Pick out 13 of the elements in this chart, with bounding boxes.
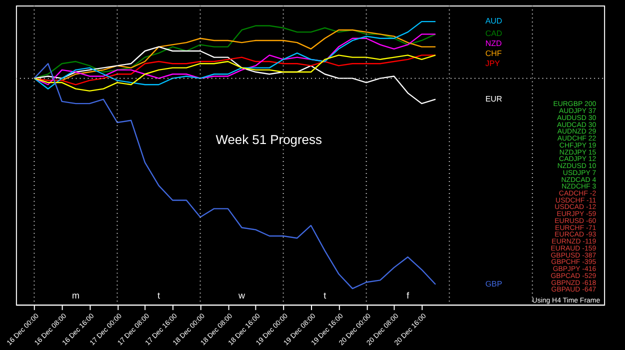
text: t <box>324 290 327 301</box>
text: AUD <box>485 16 502 26</box>
text: f <box>406 290 410 301</box>
text: EUR <box>485 94 502 104</box>
text: CHF <box>485 49 502 58</box>
text: Week 51 Progress <box>216 132 322 148</box>
text: t <box>158 290 161 301</box>
text: m <box>72 290 80 301</box>
text: w <box>238 290 246 301</box>
text: CAD <box>485 29 502 38</box>
text: JPY <box>485 59 501 68</box>
text: GBP <box>485 279 502 288</box>
text: NZD <box>485 39 502 48</box>
